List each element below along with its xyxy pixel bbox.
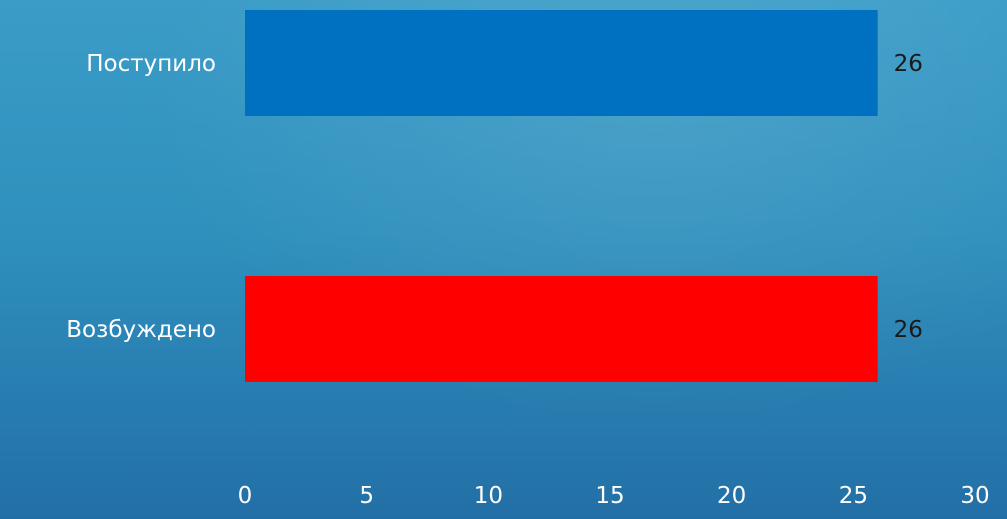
category-label-received: Поступило (86, 51, 216, 77)
x-tick-label-30: 30 (960, 483, 989, 509)
x-tick-label-5: 5 (359, 483, 374, 509)
x-axis-ticks: 0 5 10 15 20 25 30 (238, 483, 990, 509)
data-labels: 26 26 (894, 51, 923, 343)
x-tick-label-15: 15 (595, 483, 624, 509)
x-tick-label-10: 10 (474, 483, 503, 509)
bar-initiated (245, 276, 878, 382)
data-label-received: 26 (894, 51, 923, 77)
data-label-initiated: 26 (894, 317, 923, 343)
x-tick-label-25: 25 (839, 483, 868, 509)
bar-received (245, 10, 878, 116)
x-tick-label-0: 0 (238, 483, 253, 509)
category-labels: Поступило Возбуждено (66, 51, 216, 343)
x-tick-label-20: 20 (717, 483, 746, 509)
category-label-initiated: Возбуждено (66, 317, 216, 343)
bars-group (245, 10, 878, 382)
